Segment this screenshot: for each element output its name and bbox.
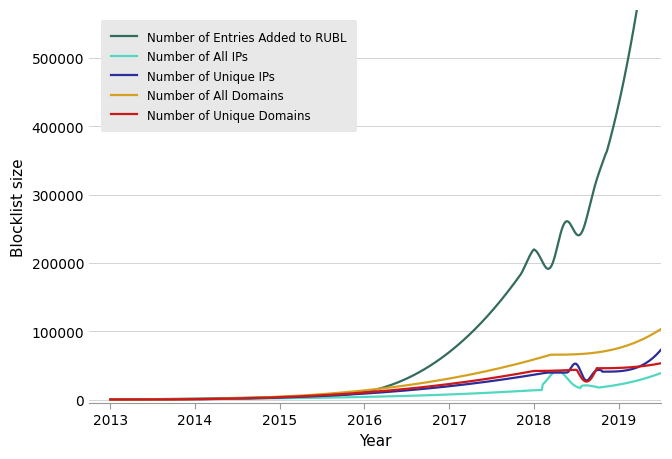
- Number of Unique IPs: [657, 347, 665, 353]
- Number of All Domains: [404, 382, 412, 388]
- Number of Entries Added to RUBL: [404, 375, 412, 381]
- Number of All IPs: [371, 394, 379, 400]
- Line: Number of Entries Added to RUBL: Number of Entries Added to RUBL: [110, 0, 661, 400]
- Number of All Domains: [558, 352, 566, 358]
- Number of Unique IPs: [368, 391, 376, 396]
- Number of Unique Domains: [558, 368, 566, 373]
- Number of All Domains: [657, 327, 665, 332]
- Number of Unique IPs: [404, 388, 412, 393]
- Line: Number of Unique IPs: Number of Unique IPs: [110, 350, 661, 400]
- Number of Unique Domains: [404, 386, 412, 392]
- Number of Entries Added to RUBL: [371, 387, 379, 393]
- X-axis label: Year: Year: [359, 433, 391, 448]
- Number of All Domains: [368, 387, 376, 392]
- Number of Unique Domains: [434, 383, 442, 388]
- Number of Unique IPs: [558, 370, 566, 375]
- Legend: Number of Entries Added to RUBL, Number of All IPs, Number of Unique IPs, Number: Number of Entries Added to RUBL, Number …: [101, 21, 357, 133]
- Number of All IPs: [644, 375, 653, 380]
- Number of All IPs: [558, 371, 566, 376]
- Number of All IPs: [368, 394, 376, 400]
- Number of All Domains: [106, 397, 114, 403]
- Number of All IPs: [553, 368, 561, 374]
- Number of All IPs: [404, 393, 412, 399]
- Number of Unique Domains: [644, 363, 652, 369]
- Line: Number of All IPs: Number of All IPs: [110, 371, 661, 400]
- Number of Unique IPs: [644, 359, 652, 365]
- Number of All IPs: [434, 392, 442, 398]
- Number of All Domains: [371, 386, 379, 392]
- Number of All Domains: [434, 378, 442, 383]
- Number of Unique Domains: [657, 361, 665, 366]
- Number of Entries Added to RUBL: [558, 228, 566, 233]
- Number of All Domains: [644, 334, 652, 340]
- Y-axis label: Blocklist size: Blocklist size: [11, 158, 26, 256]
- Line: Number of All Domains: Number of All Domains: [110, 330, 661, 400]
- Number of Unique Domains: [368, 389, 376, 395]
- Number of Unique Domains: [371, 389, 379, 395]
- Line: Number of Unique Domains: Number of Unique Domains: [110, 364, 661, 400]
- Number of All IPs: [106, 397, 114, 403]
- Number of Entries Added to RUBL: [106, 397, 114, 403]
- Number of Unique IPs: [434, 385, 442, 390]
- Number of Unique IPs: [371, 390, 379, 396]
- Number of All IPs: [657, 370, 665, 376]
- Number of Entries Added to RUBL: [368, 388, 376, 393]
- Number of Unique Domains: [106, 397, 114, 403]
- Number of Unique IPs: [106, 397, 114, 403]
- Number of Entries Added to RUBL: [434, 358, 442, 364]
